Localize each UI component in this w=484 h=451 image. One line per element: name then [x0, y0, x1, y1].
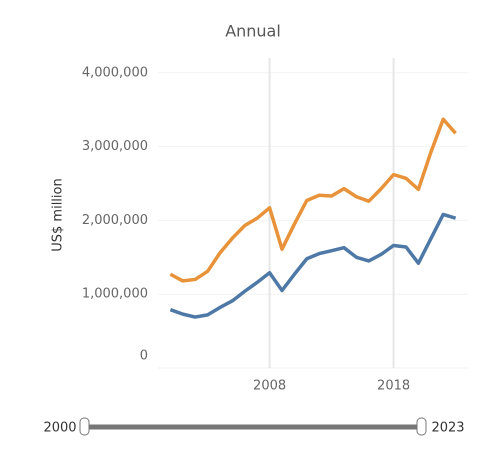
series-line	[169, 117, 457, 283]
slider-handle-right[interactable]	[416, 417, 427, 436]
y-tick-label: 2,000,000	[82, 213, 148, 228]
x-tick-label: 2018	[377, 379, 410, 394]
slider-handle-left[interactable]	[79, 417, 90, 436]
chart-title: Annual	[225, 22, 281, 41]
y-tick-label: 4,000,000	[82, 65, 148, 80]
y-tick-label: 3,000,000	[82, 139, 148, 154]
slider-min: 2000	[43, 421, 76, 436]
x-tick-label: 2008	[253, 379, 286, 394]
y-axis-label: US$ million	[51, 178, 66, 251]
slider-max: 2023	[431, 421, 464, 436]
y-tick-label: 1,000,000	[82, 287, 148, 302]
series-line	[169, 212, 457, 319]
y-tick-label: 0	[140, 349, 148, 364]
